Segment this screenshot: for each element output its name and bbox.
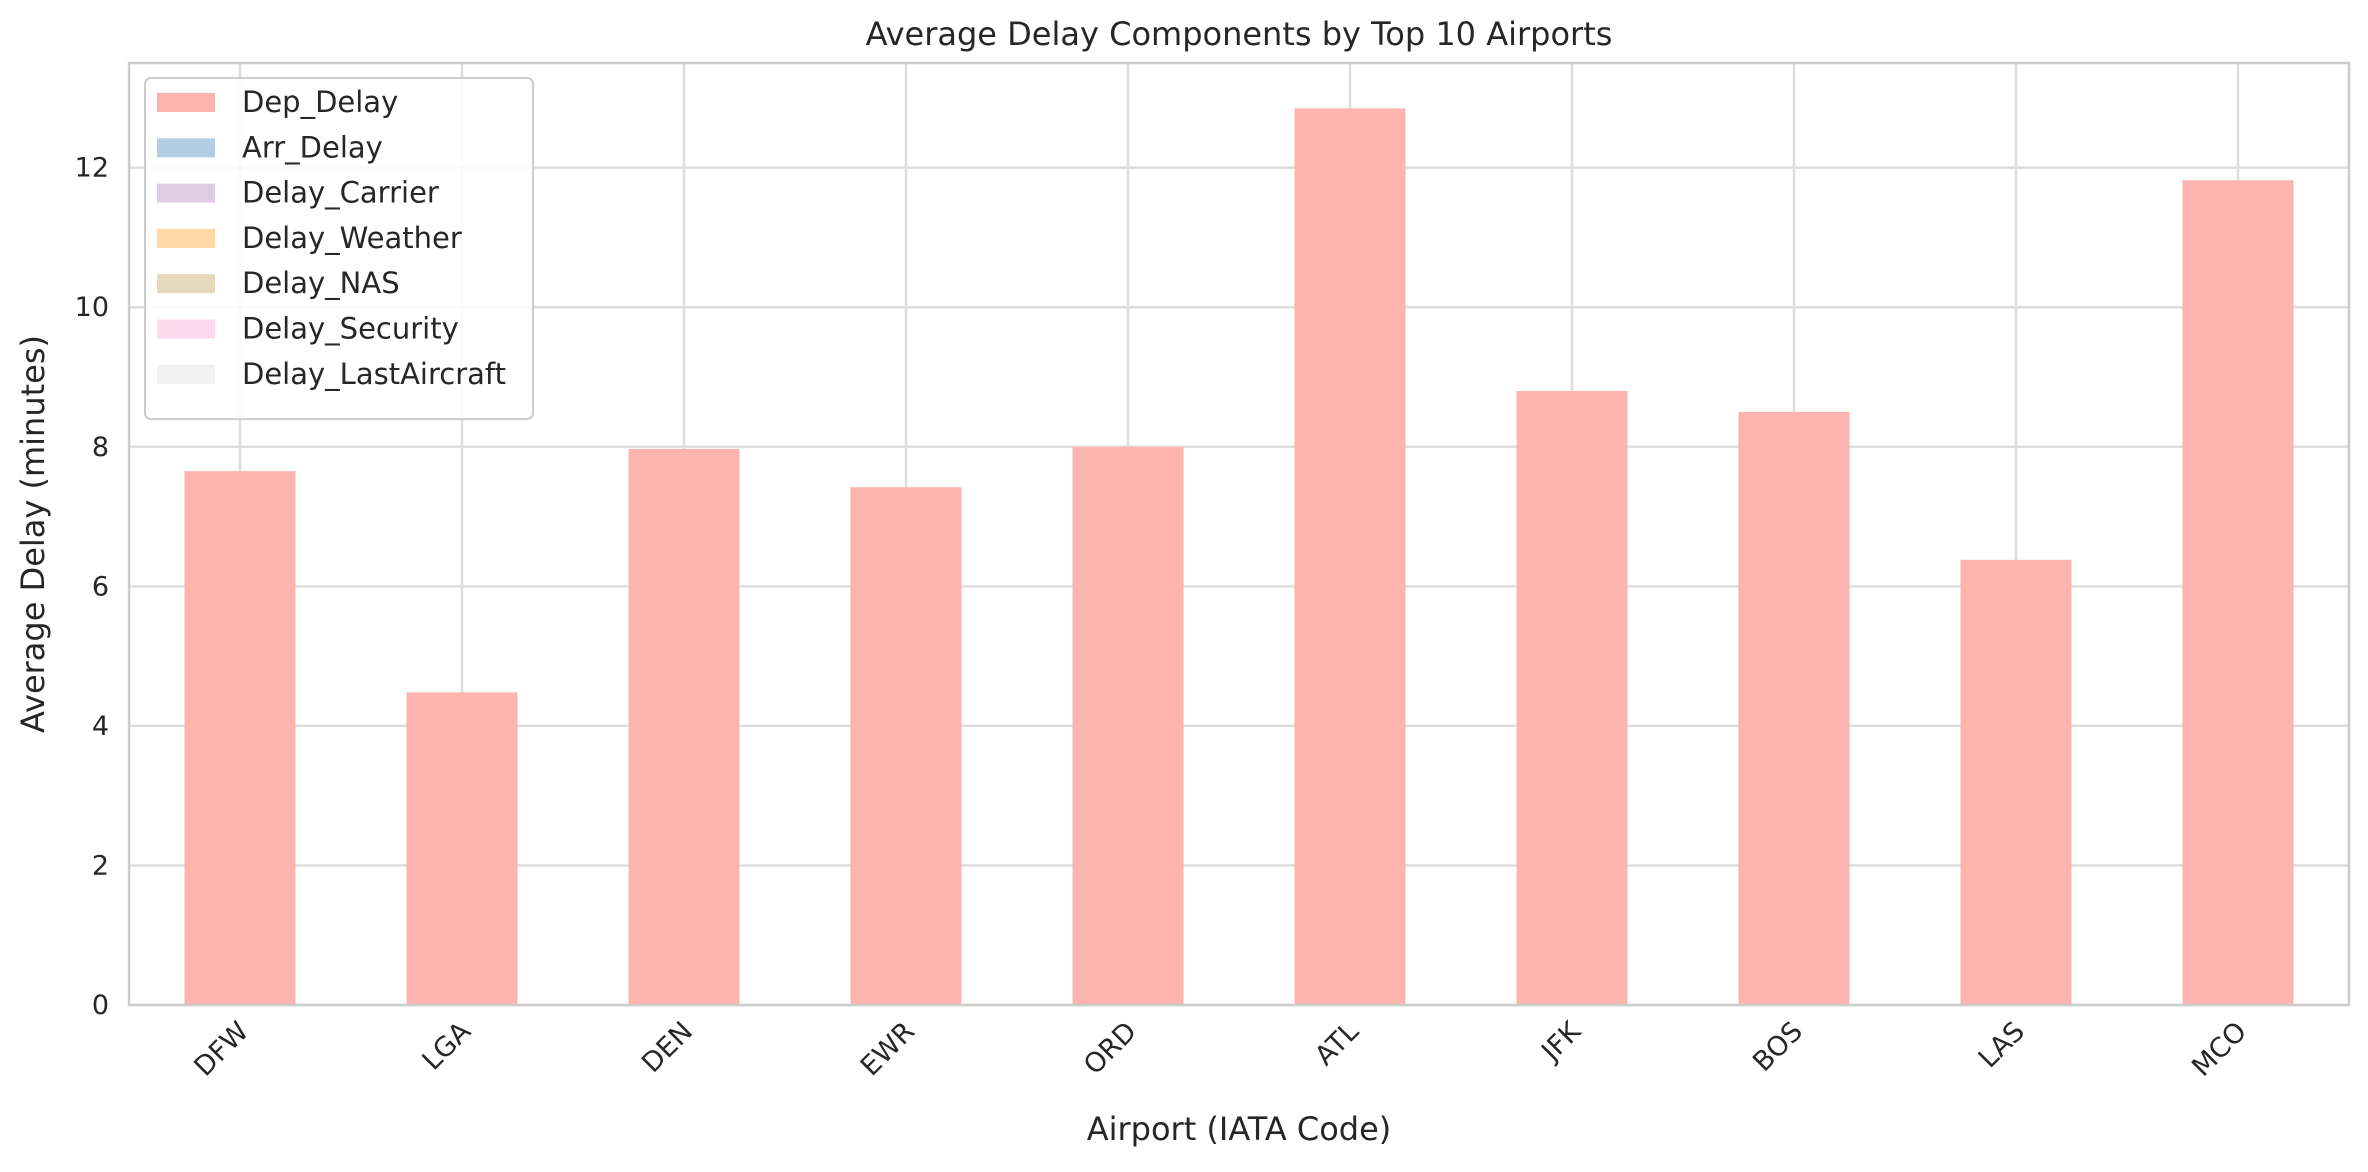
y-tick-label: 6 <box>92 571 109 602</box>
legend-swatch <box>157 228 215 248</box>
y-tick-label: 2 <box>92 850 109 881</box>
x-tick-label: DEN <box>636 1016 699 1079</box>
y-tick-label: 12 <box>75 153 109 184</box>
legend-swatch <box>157 183 215 203</box>
legend-label: Delay_LastAircraft <box>242 357 506 391</box>
x-axis-title: Airport (IATA Code) <box>1087 1110 1392 1148</box>
legend-label: Delay_Weather <box>242 221 462 255</box>
bar-lga-dep-delay <box>406 692 518 1005</box>
x-tick-label: MCO <box>2186 1016 2253 1083</box>
bar-bos-dep-delay <box>1738 411 1850 1005</box>
y-axis-title: Average Delay (minutes) <box>14 335 52 733</box>
legend-label: Dep_Delay <box>242 85 398 119</box>
legend-label: Delay_Security <box>242 312 459 346</box>
legend-swatch <box>157 364 215 384</box>
y-tick-label: 0 <box>92 990 109 1021</box>
x-tick-label: ORD <box>1078 1016 1143 1081</box>
bar-ewr-dep-delay <box>850 487 962 1005</box>
legend: Dep_Delay Arr_Delay Delay_Carrier Delay_Wea… <box>144 77 534 421</box>
bar-den-dep-delay <box>628 448 740 1006</box>
y-tick-label: 10 <box>75 292 109 323</box>
bar-atl-dep-delay <box>1294 108 1406 1006</box>
bars-layer <box>184 108 2294 1006</box>
bar-dfw-dep-delay <box>184 471 296 1005</box>
legend-swatch <box>157 93 215 112</box>
bar-ord-dep-delay <box>1072 446 1184 1005</box>
y-tick-label: 4 <box>92 711 109 742</box>
legend-frame <box>144 77 534 421</box>
x-tick-label: BOS <box>1747 1016 1809 1078</box>
bar-las-dep-delay <box>1960 559 2072 1005</box>
legend-label: Delay_Carrier <box>242 176 439 210</box>
legend-swatch <box>157 274 215 294</box>
legend-label: Delay_NAS <box>242 266 400 300</box>
x-tick-label: EWR <box>855 1016 921 1082</box>
y-tick-label: 8 <box>92 432 109 463</box>
legend-swatch <box>157 319 215 339</box>
x-tick-label: LAS <box>1973 1016 2031 1074</box>
bar-jfk-dep-delay <box>1516 390 1628 1005</box>
legend-label: Arr_Delay <box>242 130 383 164</box>
chart-title: Average Delay Components by Top 10 Airpo… <box>866 15 1613 53</box>
x-tick-label: JFK <box>1534 1015 1587 1068</box>
x-tick-label: DFW <box>188 1016 254 1082</box>
legend-swatch <box>157 138 215 158</box>
x-tick-label: LGA <box>417 1016 478 1077</box>
plot-frame <box>127 61 2351 1007</box>
bar-mco-dep-delay <box>2182 180 2294 1005</box>
x-tick-label: ATL <box>1309 1016 1365 1072</box>
